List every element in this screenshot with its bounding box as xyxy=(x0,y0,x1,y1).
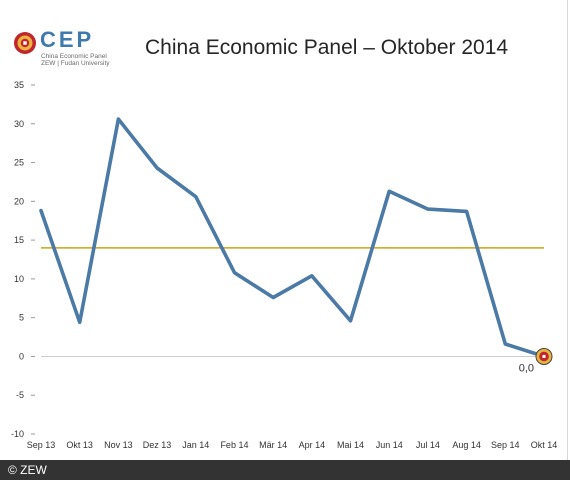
x-tick-label: Aug 14 xyxy=(452,440,481,450)
chart-frame xyxy=(567,0,568,460)
cep-logo-icon xyxy=(14,32,36,54)
x-tick-label: Jul 14 xyxy=(416,440,440,450)
x-tick-label: Mär 14 xyxy=(259,440,287,450)
chart-title: China Economic Panel – Oktober 2014 xyxy=(145,36,509,59)
y-tick-label: 30 xyxy=(14,119,24,129)
y-tick-label: 35 xyxy=(14,80,24,90)
x-tick-label: Mai 14 xyxy=(337,440,364,450)
y-tick-label: 15 xyxy=(14,235,24,245)
x-tick-label: Apr 14 xyxy=(299,440,326,450)
line-chart: -10 -5 0 5 10 15 20 25 30 35 Sep 13 Okt 13 Nov 13 Dez… xyxy=(11,80,558,450)
logo-subtitle-line2: ZEW | Fudan University xyxy=(41,60,110,67)
y-tick-label: 20 xyxy=(14,196,24,206)
y-tick-label: -10 xyxy=(11,429,24,439)
x-tick-label: Jun 14 xyxy=(376,440,403,450)
x-tick-label: Sep 13 xyxy=(27,440,56,450)
logo-subtitle-line1: China Economic Panel xyxy=(41,53,107,60)
cep-logo xyxy=(12,28,112,68)
last-point-marker-center xyxy=(542,354,546,358)
x-tick-label: Okt 13 xyxy=(66,440,93,450)
copyright-text: © ZEW xyxy=(8,463,47,477)
footer-bar: © ZEW xyxy=(0,460,570,480)
last-value-label: 0,0 xyxy=(519,362,534,374)
y-tick-label: 5 xyxy=(19,313,24,323)
x-tick-label: Dez 13 xyxy=(143,440,172,450)
x-tick-label: Jan 14 xyxy=(182,440,209,450)
y-tick-label: 25 xyxy=(14,158,24,168)
y-tick-label: -5 xyxy=(16,390,24,400)
y-tick-label: 0 xyxy=(19,351,24,361)
logo-text: CEP xyxy=(40,27,95,52)
x-tick-label: Sep 14 xyxy=(491,440,520,450)
series-line xyxy=(39,117,546,359)
x-tick-label: Okt 14 xyxy=(531,440,558,450)
x-tick-label: Nov 13 xyxy=(104,440,133,450)
y-tick-label: 10 xyxy=(14,274,24,284)
x-tick-label: Feb 14 xyxy=(220,440,248,450)
